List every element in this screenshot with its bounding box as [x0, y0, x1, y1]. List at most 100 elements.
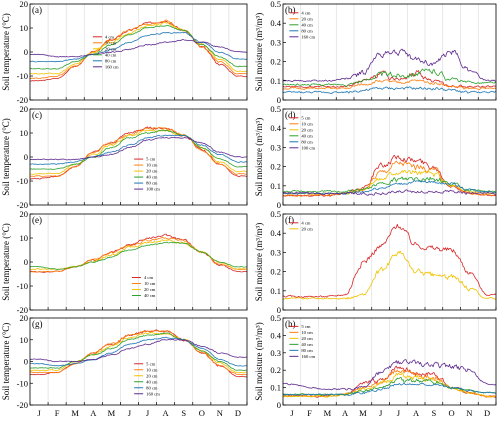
month-label: J	[290, 408, 294, 418]
legend-label: 4 cm	[144, 275, 153, 280]
series-line	[29, 24, 248, 70]
series-line	[29, 338, 248, 363]
series-line	[282, 70, 497, 89]
month-label: S	[181, 408, 186, 418]
series-line	[29, 39, 248, 58]
y-tick-label: -10	[17, 281, 28, 291]
series-line	[29, 134, 247, 166]
legend-label: 160 cm	[146, 391, 160, 396]
month-label: J	[379, 408, 383, 418]
series-line	[283, 68, 497, 87]
panel-b: 0 0.1 0.2 0.3 0.4 0.5 (b) Soil moisture (m³/m³)…	[254, 0, 497, 105]
month-label: O	[199, 408, 205, 418]
y-tick-label: 0.1	[270, 383, 281, 393]
series-line	[282, 79, 497, 91]
legend-label: 40 cm	[146, 379, 158, 384]
legend-label: 20 cm	[146, 169, 158, 174]
y-tick-label: 10	[20, 335, 29, 345]
y-axis-label: Soil temperature (°C)	[1, 323, 11, 401]
y-tick-label: 0.5	[270, 104, 281, 114]
legend-label: 40 cm	[301, 133, 313, 138]
panel-label: (c)	[32, 110, 42, 120]
y-tick-label: -20	[17, 305, 28, 315]
legend-label: 20 cm	[146, 373, 158, 378]
legend-label: 80 cm	[301, 348, 313, 353]
month-label: D	[235, 408, 241, 418]
legend-label: 160 cm	[105, 64, 119, 69]
month-label: S	[432, 408, 437, 418]
y-tick-label: 0.3	[270, 142, 281, 152]
y-tick-label: 0.1	[270, 286, 281, 296]
y-tick-label: 0.3	[270, 348, 281, 358]
month-label: M	[324, 408, 332, 418]
legend-label: 80 cm	[146, 385, 158, 390]
month-label: A	[163, 408, 170, 418]
month-label: A	[342, 408, 349, 418]
panel-label: (g)	[32, 319, 43, 329]
legend-label: 10 cm	[301, 121, 313, 126]
y-tick-label: -20	[17, 200, 28, 210]
y-tick-label: 20	[20, 313, 29, 323]
series-line	[282, 223, 497, 299]
legend-label: 20 cm	[301, 127, 313, 132]
series-line	[29, 129, 247, 170]
panel-g: -20 -10 0 10 20 J F M A M J J A S O N D (g) Soil temperatu…	[1, 313, 248, 418]
legend-label: 80 cm	[301, 28, 313, 33]
month-label: M	[359, 408, 367, 418]
y-tick-label: 0.1	[270, 181, 281, 191]
panel-h: 00.10.20.30.40.5J F M A M J J A S O N D(h)Soil mois…	[254, 313, 497, 418]
legend-label: 10 cm	[301, 330, 313, 335]
panel-d: 0 0.1 0.2 0.3 0.4 0.5 (d) Soil moisture (m³/m³)…	[254, 104, 497, 210]
series-line	[29, 136, 248, 161]
series-line	[29, 330, 248, 376]
series-line	[30, 241, 248, 270]
y-tick-label: 0	[24, 47, 28, 57]
y-tick-label: 0	[277, 95, 281, 105]
panel-f: 0 0.1 0.2 0.3 0.4 0.5 (f) Soil moisture (m³/m³)…	[254, 209, 497, 315]
y-tick-label: 0.3	[270, 247, 281, 257]
legend-label: 160 cm	[301, 354, 315, 359]
y-tick-label: 0	[277, 200, 281, 210]
legend-label: 5 cm	[146, 157, 155, 162]
panel-label: (e)	[32, 215, 42, 225]
legend-label: 5 cm	[301, 324, 310, 329]
legend-label: 4 cm	[301, 10, 310, 15]
y-tick-label: 0	[24, 152, 28, 162]
y-tick-label: 0	[24, 257, 28, 267]
y-tick-label: -20	[17, 400, 28, 410]
legend-label: 40 cm	[105, 52, 117, 57]
month-label: F	[55, 408, 60, 418]
y-tick-label: -10	[17, 176, 28, 186]
month-label: J	[128, 408, 132, 418]
legend-label: 10 cm	[105, 40, 117, 45]
y-axis-label: Soil moisture (m³/m³)	[254, 13, 264, 91]
series-line	[29, 127, 248, 178]
legend-label: 80 cm	[301, 139, 313, 144]
y-tick-label: -10	[17, 71, 28, 81]
y-axis-label: Soil moisture (m³/m³)	[254, 118, 264, 196]
legend-label: 160 cm	[301, 34, 315, 39]
y-tick-label: 0.2	[270, 365, 281, 375]
y-tick-label: 0.4	[270, 228, 281, 238]
legend-label: 80 cm	[105, 58, 117, 63]
legend-label: 4 cm	[301, 220, 310, 225]
legend-label: 100 cm	[301, 145, 315, 150]
y-tick-label: 0.5	[270, 209, 281, 219]
y-tick-label: 0.4	[270, 123, 281, 133]
y-tick-label: 10	[20, 128, 29, 138]
series-line	[282, 189, 497, 196]
y-tick-label: 0.2	[270, 162, 281, 172]
month-label: F	[307, 408, 312, 418]
y-tick-label: 0.2	[270, 57, 281, 67]
month-label: O	[449, 408, 455, 418]
legend-label: 5 cm	[146, 361, 155, 366]
series-line	[282, 86, 496, 94]
